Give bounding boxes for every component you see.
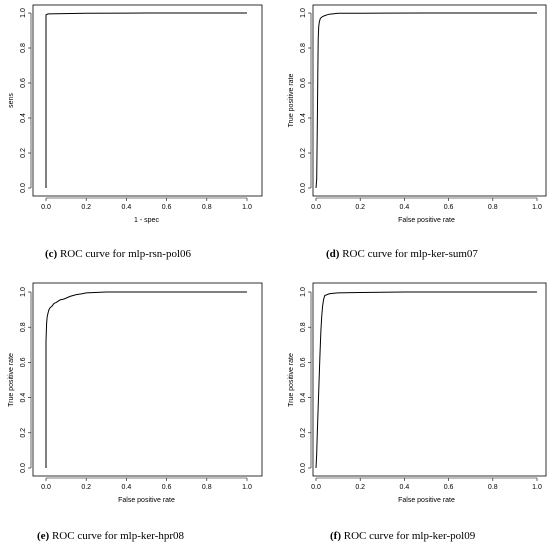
y-tick-label: 0.8 <box>300 322 307 332</box>
x-tick-label: 0.4 <box>122 484 132 491</box>
x-tick-label: 0.6 <box>162 484 172 491</box>
roc-curve <box>315 291 537 469</box>
x-tick-label: 1.0 <box>532 484 542 491</box>
y-tick-label: 0.4 <box>300 393 307 403</box>
y-tick-label: 1.0 <box>300 287 307 297</box>
y-tick-label: 0.8 <box>20 322 27 332</box>
x-tick-label: 0.0 <box>311 204 321 211</box>
x-tick-label: 0.0 <box>41 484 51 491</box>
caption-text-e: ROC curve for mlp-ker-hpr08 <box>51 530 185 542</box>
x-tick-label: 1.0 <box>242 484 252 491</box>
y-tick-label: 0.0 <box>300 183 307 193</box>
y-tick-label: 0.0 <box>20 463 27 473</box>
x-tick-label: 0.6 <box>444 204 454 211</box>
panel-e: 0.0 0.2 0.4 0.6 0.8 1.0 0.0 0.2 0.4 0.6 0.8 1.0 Fals… <box>8 282 263 504</box>
y-axis-label: True positive rate <box>288 353 295 407</box>
y-tick-label: 1.0 <box>20 287 27 297</box>
caption-text-d: ROC curve for mlp-ker-sum07 <box>342 248 478 260</box>
y-tick-label: 0.6 <box>300 78 307 88</box>
caption-f: (f) ROC curve for mlp-ker-pol09 <box>330 530 475 542</box>
x-tick-label: 0.4 <box>400 204 410 211</box>
x-tick-label: 0.6 <box>444 484 454 491</box>
x-tick-label: 0.8 <box>202 204 212 211</box>
plot-frame <box>32 4 263 197</box>
x-axis-label: False positive rate <box>398 497 455 504</box>
x-tick-label: 0.4 <box>400 484 410 491</box>
y-tick-label: 0.4 <box>20 113 27 123</box>
caption-text-c: ROC curve for mlp-rsn-pol06 <box>59 248 192 260</box>
caption-e: (e) ROC curve for mlp-ker-hpr08 <box>37 530 184 542</box>
x-tick-label: 0.0 <box>311 484 321 491</box>
caption-c: (c) ROC curve for mlp-rsn-pol06 <box>45 248 191 260</box>
x-tick-label: 0.2 <box>81 204 91 211</box>
y-tick-label: 0.2 <box>20 148 27 158</box>
x-axis-label: False positive rate <box>398 217 455 224</box>
panel-label-e: (e) <box>37 530 50 542</box>
x-tick-label: 0.8 <box>202 484 212 491</box>
y-tick-label: 1.0 <box>300 8 307 18</box>
y-tick-label: 0.4 <box>300 113 307 123</box>
x-tick-label: 0.8 <box>488 204 498 211</box>
panel-label-d: (d) <box>326 248 340 260</box>
x-axis-label: False positive rate <box>118 497 175 504</box>
y-tick-label: 1.0 <box>20 8 27 18</box>
x-tick-label: 0.6 <box>162 204 172 211</box>
roc-curve <box>45 12 247 188</box>
y-axis-label: True positive rate <box>8 353 15 407</box>
y-tick-label: 0.0 <box>300 463 307 473</box>
panel-d: 0.0 0.2 0.4 0.6 0.8 1.0 0.0 0.2 0.4 0.6 0.8 1.0 Fals… <box>288 4 547 224</box>
y-axis-label: True positive rate <box>288 73 295 127</box>
panel-label-c: (c) <box>45 248 58 260</box>
x-tick-label: 0.2 <box>81 484 91 491</box>
plot-frame <box>312 282 547 477</box>
y-tick-label: 0.2 <box>300 428 307 438</box>
caption-d: (d) ROC curve for mlp-ker-sum07 <box>326 248 478 260</box>
x-tick-label: 1.0 <box>242 204 252 211</box>
y-tick-label: 0.6 <box>300 357 307 367</box>
y-tick-label: 0.6 <box>20 357 27 367</box>
y-tick-label: 0.8 <box>20 43 27 53</box>
x-tick-label: 0.0 <box>41 204 51 211</box>
x-tick-label: 1.0 <box>532 204 542 211</box>
x-tick-label: 0.2 <box>355 484 365 491</box>
y-tick-label: 0.2 <box>300 148 307 158</box>
y-tick-label: 0.2 <box>20 428 27 438</box>
x-tick-label: 0.2 <box>355 204 365 211</box>
y-tick-label: 0.0 <box>20 183 27 193</box>
y-tick-label: 0.8 <box>300 43 307 53</box>
x-tick-label: 0.4 <box>122 204 132 211</box>
y-axis-label: sens <box>8 93 15 108</box>
panel-label-f: (f) <box>330 530 341 542</box>
roc-curve <box>45 291 247 468</box>
y-tick-label: 0.4 <box>20 393 27 403</box>
plot-frame <box>32 282 263 477</box>
caption-text-f: ROC curve for mlp-ker-pol09 <box>343 530 476 542</box>
y-tick-label: 0.6 <box>20 78 27 88</box>
panel-f: 0.0 0.2 0.4 0.6 0.8 1.0 0.0 0.2 0.4 0.6 0.8 1.0 Fals… <box>288 282 547 504</box>
x-tick-label: 0.8 <box>488 484 498 491</box>
roc-curve <box>315 12 537 189</box>
panel-c: 0.0 0.2 0.4 0.6 0.8 1.0 0.0 0.2 0.4 0.6 0.8 1.0 1 - … <box>8 4 263 224</box>
x-axis-label: 1 - spec <box>134 217 159 224</box>
plot-frame <box>312 4 547 197</box>
